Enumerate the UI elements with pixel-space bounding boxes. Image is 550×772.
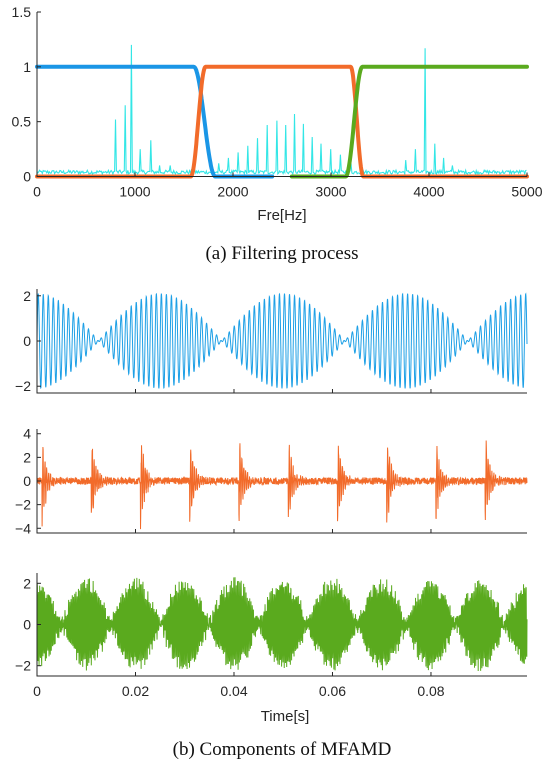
time-ticks: 0 0.02 0.04 0.06 0.08 [33,683,445,699]
time-tick-label: 0.06 [319,683,346,699]
y-tick-label: 2 [23,449,31,465]
caption-a: (a) Filtering process [205,243,358,264]
spectrum-ticks: 0 1000 2000 3000 4000 5000 0 0.5 1 1.5 [12,4,543,200]
y-tick-label: −2 [15,658,31,674]
component-1-plot: −2 0 2 [15,288,528,394]
component-3-plot: −2 0 2 [15,573,528,677]
caption-b: (b) Components of MFAMD [173,739,392,760]
y-tick-label: −2 [15,378,31,394]
x-tick-label: 0 [33,184,41,200]
x-tick-label: 5000 [511,184,542,200]
component-1-axes [36,289,527,394]
filter-lowpass-line [35,64,275,179]
y-tick-label: 1.5 [12,4,32,20]
time-tick-label: 0.02 [122,683,149,699]
spectrum-xlabel: Fre[Hz] [257,207,306,224]
x-tick-label: 1000 [119,184,150,200]
time-tick-label: 0 [33,683,41,699]
time-xlabel: Time[s] [261,708,310,725]
filter-bandpass-line [35,64,529,179]
spectrum-chart: 0 1000 2000 3000 4000 5000 0 0.5 1 1.5 Fre[Hz] [12,4,543,224]
component-2-plot: −4 −2 0 2 4 [15,426,528,536]
y-tick-label: −2 [15,497,31,513]
spectrum-line [36,44,527,177]
y-tick-label: 0 [23,617,31,633]
spectrum-marks [35,44,529,179]
y-tick-label: 0 [23,169,31,185]
spectrum-axes [36,12,527,177]
time-tick-label: 0.04 [220,683,247,699]
x-tick-label: 3000 [315,184,346,200]
time-tick-label: 0.08 [417,683,444,699]
component-3-line [36,577,528,671]
y-tick-label: 1 [23,59,31,75]
y-tick-label: 0 [23,333,31,349]
filter-highpass-line [289,64,529,179]
y-tick-label: 2 [23,575,31,591]
y-tick-label: 0.5 [12,114,32,130]
component-2-line [36,440,528,530]
x-tick-label: 4000 [413,184,444,200]
y-tick-label: 0 [23,473,31,489]
y-tick-label: −4 [15,520,31,536]
y-tick-label: 2 [23,288,31,304]
y-tick-label: 4 [23,426,31,442]
component-1-line [36,292,528,389]
x-tick-label: 2000 [217,184,248,200]
